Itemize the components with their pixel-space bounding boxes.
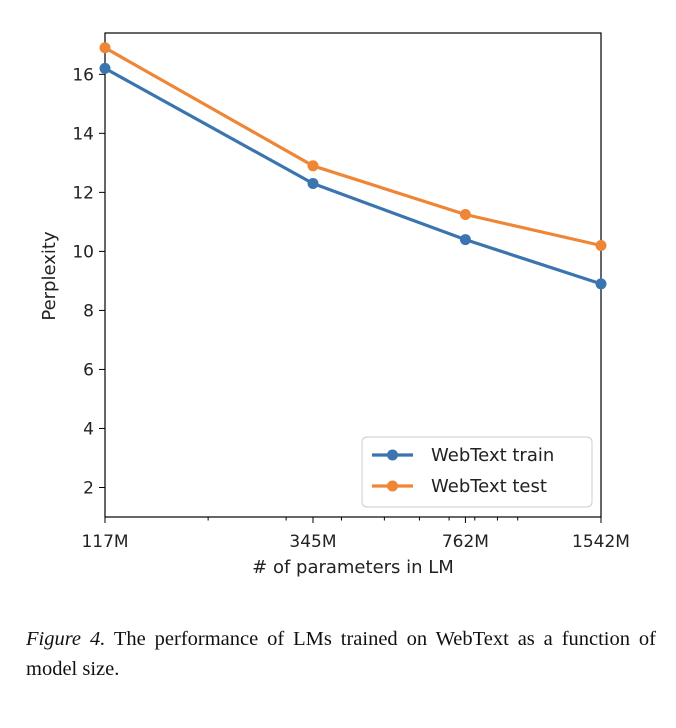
series-line	[104, 67, 602, 286]
legend-swatch-marker	[387, 480, 398, 492]
y-tick-label: 8	[83, 301, 94, 321]
y-tick-label: 12	[72, 183, 94, 203]
data-point	[459, 209, 471, 220]
y-tick-label: 16	[72, 65, 94, 85]
x-axis: 117M 345M 762M 1542M	[81, 517, 630, 552]
x-tick-label: 345M	[289, 532, 336, 552]
series-line	[104, 46, 602, 248]
data-point	[307, 178, 319, 190]
y-tick-label: 10	[72, 242, 94, 262]
series-2	[99, 42, 607, 251]
data-point	[307, 160, 319, 172]
y-tick-label: 6	[83, 360, 94, 380]
y-tick-label: 2	[83, 478, 94, 498]
legend: WebText train WebText test	[361, 436, 593, 508]
legend-frame	[361, 436, 593, 508]
y-tick-label: 14	[72, 124, 94, 144]
line-chart: 2 4 6 8 10 12 14 16 117M 345M 762M 1542M Perplexit…	[39, 32, 630, 578]
legend-label: WebText train	[431, 445, 554, 466]
plot-area	[104, 32, 602, 518]
legend-item: WebText test	[372, 476, 547, 497]
y-tick-label: 4	[83, 419, 94, 439]
data-point	[459, 234, 471, 246]
x-axis-label: # of parameters in LM	[252, 557, 454, 578]
plot-frame	[104, 32, 602, 518]
x-tick-label: 117M	[81, 532, 128, 552]
figure-caption: Figure 4. The performance of LMs trained…	[26, 624, 656, 684]
y-axis: 2 4 6 8 10 12 14 16	[72, 65, 105, 498]
series-layer	[99, 42, 607, 290]
series-1	[99, 62, 607, 290]
legend-label: WebText test	[431, 476, 547, 497]
legend-item: WebText train	[372, 445, 554, 466]
x-tick-label: 1542M	[572, 532, 630, 552]
data-point	[99, 42, 111, 54]
caption-text: The performance of LMs trained on WebTex…	[26, 628, 656, 680]
caption-label: Figure 4.	[26, 628, 106, 650]
legend-swatch-marker	[387, 449, 398, 461]
data-point	[99, 62, 111, 74]
data-point	[595, 239, 607, 251]
data-point	[595, 278, 607, 290]
y-axis-label: Perplexity	[39, 231, 60, 321]
x-tick-label: 762M	[442, 532, 489, 552]
